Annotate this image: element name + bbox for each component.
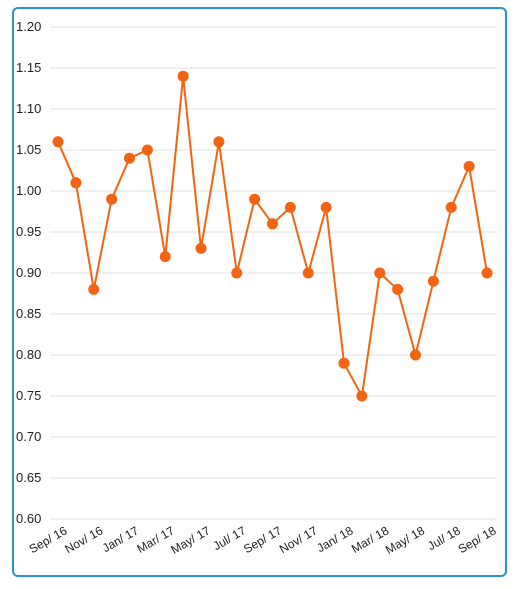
x-tick-label: Jan/ 17 xyxy=(100,523,141,555)
data-point[interactable] xyxy=(195,242,207,254)
data-point[interactable] xyxy=(70,177,82,189)
data-point[interactable] xyxy=(249,193,261,205)
series-line xyxy=(57,76,488,400)
data-point[interactable] xyxy=(338,357,350,369)
y-tick-label: 1.00 xyxy=(16,183,41,198)
data-point[interactable] xyxy=(231,267,243,279)
data-point[interactable] xyxy=(88,283,100,295)
data-point[interactable] xyxy=(320,201,332,213)
data-point[interactable] xyxy=(463,160,475,172)
data-point[interactable] xyxy=(445,201,457,213)
series xyxy=(52,70,493,402)
x-tick-label: Mar/ 18 xyxy=(349,523,392,556)
y-tick-label: 0.75 xyxy=(16,388,41,403)
data-point[interactable] xyxy=(302,267,314,279)
y-tick-label: 0.90 xyxy=(16,265,41,280)
y-tick-label: 0.60 xyxy=(16,511,41,526)
y-tick-label: 0.65 xyxy=(16,470,41,485)
x-tick-label: Sep/ 17 xyxy=(241,523,284,556)
y-tick-label: 1.05 xyxy=(16,142,41,157)
data-point[interactable] xyxy=(267,218,278,230)
data-point[interactable] xyxy=(106,193,118,205)
data-point[interactable] xyxy=(427,275,439,287)
data-point[interactable] xyxy=(392,283,404,295)
data-point[interactable] xyxy=(284,201,296,213)
data-point[interactable] xyxy=(141,144,153,156)
x-tick-label: May/ 17 xyxy=(169,523,213,557)
y-axis-ticks: 0.60 0.65 0.70 0.75 0.80 0.85 0.90 0.95 1.00 1.05… xyxy=(16,19,41,526)
y-tick-label: 0.85 xyxy=(16,306,41,321)
x-tick-label: Nov/ 16 xyxy=(62,523,105,556)
data-point[interactable] xyxy=(213,136,225,148)
x-tick-label: Sep/ 16 xyxy=(27,523,70,556)
y-tick-label: 0.70 xyxy=(16,429,41,444)
x-tick-label: Nov/ 17 xyxy=(277,523,320,556)
y-tick-label: 0.80 xyxy=(16,347,41,362)
data-point[interactable] xyxy=(159,251,171,263)
x-tick-label: Mar/ 17 xyxy=(135,523,178,556)
y-tick-label: 1.10 xyxy=(16,101,41,116)
grid-lines xyxy=(50,26,496,520)
data-point[interactable] xyxy=(356,390,368,402)
x-tick-label: May/ 18 xyxy=(383,523,427,557)
x-tick-label: Sep/ 18 xyxy=(456,523,499,556)
data-point[interactable] xyxy=(374,267,386,279)
y-tick-label: 1.15 xyxy=(16,60,41,75)
data-point[interactable] xyxy=(52,136,64,148)
data-point[interactable] xyxy=(124,152,135,164)
data-point[interactable] xyxy=(410,349,421,361)
data-point[interactable] xyxy=(177,70,189,82)
y-tick-label: 1.20 xyxy=(16,19,41,34)
x-tick-label: Jan/ 18 xyxy=(314,523,355,555)
data-point[interactable] xyxy=(481,267,493,279)
y-tick-label: 0.95 xyxy=(16,224,41,239)
